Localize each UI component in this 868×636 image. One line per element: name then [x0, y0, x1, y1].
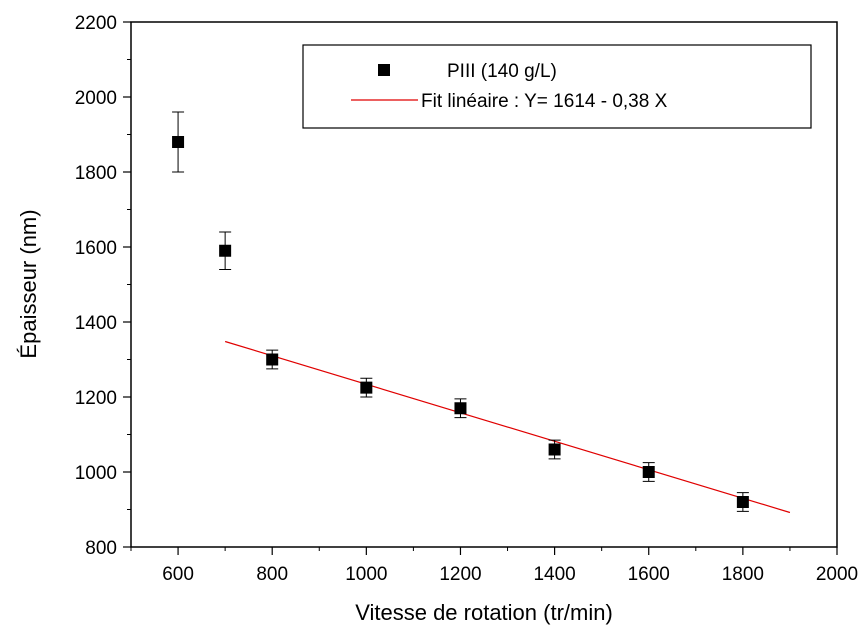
legend-label-data: PIII (140 g/L): [447, 61, 557, 82]
y-tick-label: 1000: [75, 463, 117, 484]
data-point: [219, 231, 232, 270]
x-tick-label: 1200: [439, 564, 481, 585]
data-point: [736, 492, 749, 512]
x-tick-label: 1400: [533, 564, 575, 585]
data-point: [172, 111, 185, 173]
y-tick-label: 1600: [75, 238, 117, 259]
x-tick-label: 1800: [722, 564, 764, 585]
y-tick-label: 2000: [75, 88, 117, 109]
legend: PIII (140 g/L) Fit linéaire : Y= 1614 - …: [302, 44, 812, 129]
x-tick-label: 1000: [345, 564, 387, 585]
data-point: [360, 377, 373, 398]
square-marker: [736, 496, 749, 508]
square-marker: [266, 353, 279, 366]
data-point: [642, 462, 655, 482]
y-tick-label: 1800: [75, 163, 117, 184]
ticks-layer: 600 800 1000 1200 1400 1600 1800 2000 800 1000 120…: [75, 13, 858, 585]
data-point: [266, 349, 279, 370]
fit-line-layer: [224, 340, 791, 514]
data-points-layer: [172, 111, 749, 512]
fit-line: [224, 340, 791, 514]
legend-label-fit: Fit linéaire : Y= 1614 - 0,38 X: [421, 91, 668, 112]
square-marker: [454, 402, 467, 415]
y-tick-label: 1200: [75, 388, 117, 409]
x-axis-title: Vitesse de rotation (tr/min): [355, 600, 613, 625]
square-marker: [219, 244, 232, 257]
y-axis-title: Épaisseur (nm): [16, 209, 41, 358]
square-marker: [642, 466, 655, 478]
y-tick-label: 2200: [75, 13, 117, 34]
x-tick-label: 1600: [628, 564, 670, 585]
data-point: [548, 439, 561, 460]
square-marker: [548, 443, 561, 456]
square-marker: [360, 381, 373, 394]
legend-box: [302, 44, 812, 129]
x-tick-label: 600: [162, 564, 194, 585]
legend-marker-square: [378, 64, 390, 76]
x-tick-label: 800: [256, 564, 288, 585]
x-tick-label: 2000: [816, 564, 858, 585]
data-point: [454, 398, 467, 419]
square-marker: [172, 136, 185, 148]
y-tick-label: 1400: [75, 313, 117, 334]
y-tick-label: 800: [85, 538, 117, 559]
